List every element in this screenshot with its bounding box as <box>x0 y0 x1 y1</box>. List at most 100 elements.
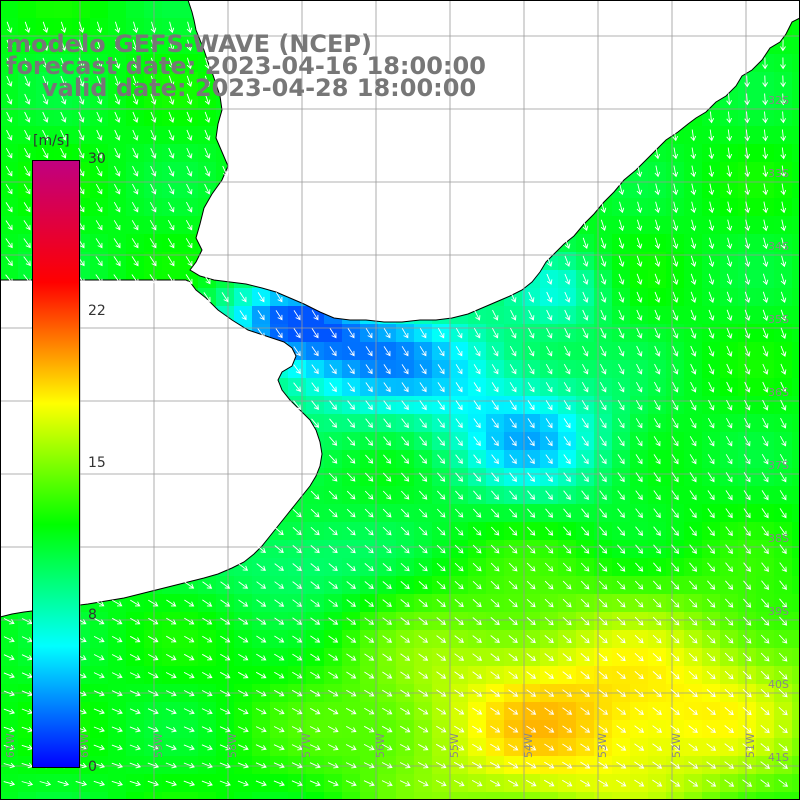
wind-arrow <box>78 57 85 69</box>
wind-arrow <box>473 382 481 393</box>
wind-arrow <box>598 761 609 769</box>
speed-cell <box>18 0 37 19</box>
wind-arrow <box>382 526 392 536</box>
wind-arrow <box>111 654 123 661</box>
wind-arrow <box>96 129 103 141</box>
wind-arrow <box>93 654 105 661</box>
wind-arrow <box>562 653 572 662</box>
wind-arrow <box>96 93 103 105</box>
wind-arrow <box>184 581 195 589</box>
wind-arrow <box>761 562 769 572</box>
wind-arrow <box>616 616 626 626</box>
wind-arrow <box>94 599 105 607</box>
wind-arrow <box>582 363 589 375</box>
wind-arrow <box>725 580 734 590</box>
wind-arrow <box>256 581 267 589</box>
wind-arrow <box>742 616 752 626</box>
speed-cell <box>792 342 800 361</box>
wind-arrow <box>274 599 285 607</box>
wind-arrow <box>690 201 697 214</box>
wind-arrow <box>780 345 787 357</box>
wind-arrow <box>436 580 446 590</box>
wind-arrow <box>599 436 607 447</box>
wind-arrow <box>150 57 157 70</box>
wind-arrow <box>490 743 501 751</box>
wind-arrow <box>688 743 699 751</box>
wind-arrow <box>455 490 464 500</box>
wind-arrow <box>726 201 733 214</box>
wind-arrow <box>762 165 769 178</box>
wind-arrow <box>726 417 733 429</box>
speed-cell <box>180 792 199 800</box>
wind-arrow <box>255 708 267 715</box>
wind-arrow <box>132 183 139 195</box>
wind-arrow <box>598 689 608 697</box>
wind-arrow <box>742 779 753 787</box>
wind-arrow <box>24 21 31 33</box>
wind-arrow <box>418 653 429 661</box>
wind-arrow <box>418 599 428 608</box>
wind-arrow <box>689 472 697 483</box>
wind-arrow <box>690 345 697 357</box>
wind-arrow <box>527 490 536 500</box>
wind-arrow <box>490 725 501 733</box>
wind-arrow <box>580 562 590 572</box>
wind-arrow <box>744 309 751 321</box>
wind-arrow <box>473 327 481 339</box>
wind-arrow <box>239 292 247 303</box>
speed-cell <box>396 792 415 800</box>
speed-cell <box>108 792 127 800</box>
wind-arrow <box>310 635 321 643</box>
wind-arrow <box>760 761 771 769</box>
wind-arrow <box>454 671 465 679</box>
wind-arrow <box>364 490 374 500</box>
wind-arrow <box>562 743 573 751</box>
wind-arrow <box>581 381 589 393</box>
wind-arrow <box>328 581 338 589</box>
wind-arrow <box>672 219 679 232</box>
speed-cell <box>162 792 181 800</box>
speed-cell <box>90 792 109 800</box>
wind-arrow <box>492 309 499 321</box>
wind-arrow <box>474 309 481 321</box>
speed-cell <box>792 162 800 181</box>
speed-cell <box>792 468 800 487</box>
wind-arrow <box>688 689 698 698</box>
wind-arrow <box>454 725 465 733</box>
wind-arrow <box>725 526 733 537</box>
wind-arrow <box>129 635 141 643</box>
wind-arrow <box>598 743 609 751</box>
wind-arrow <box>744 363 751 375</box>
wind-arrow <box>653 508 661 519</box>
speed-cell <box>18 792 37 800</box>
wind-arrow <box>508 617 518 626</box>
wind-arrow <box>364 635 375 643</box>
speed-cell <box>270 792 289 800</box>
speed-cell <box>792 450 800 469</box>
wind-arrow <box>654 309 661 321</box>
wind-arrow <box>311 418 320 428</box>
wind-arrow <box>6 129 13 141</box>
speed-cell <box>792 738 800 757</box>
wind-arrow <box>165 654 177 661</box>
wind-arrow <box>346 653 357 661</box>
wind-arrow <box>111 762 123 769</box>
wind-arrow <box>185 274 193 285</box>
wind-arrow <box>471 761 483 769</box>
wind-arrow <box>311 364 319 375</box>
wind-arrow <box>346 544 356 554</box>
wind-arrow <box>436 689 447 697</box>
wind-arrow <box>436 653 447 661</box>
wind-arrow <box>634 779 645 787</box>
wind-arrow <box>653 472 661 483</box>
wind-arrow <box>186 21 193 34</box>
wind-arrow <box>654 273 661 285</box>
wind-arrow <box>419 364 427 375</box>
wind-arrow <box>743 454 751 465</box>
wind-arrow <box>132 39 139 52</box>
wind-arrow <box>401 472 410 482</box>
wind-arrow <box>472 743 483 751</box>
wind-arrow <box>616 562 626 572</box>
wind-arrow <box>150 147 157 159</box>
wind-arrow <box>417 780 429 787</box>
